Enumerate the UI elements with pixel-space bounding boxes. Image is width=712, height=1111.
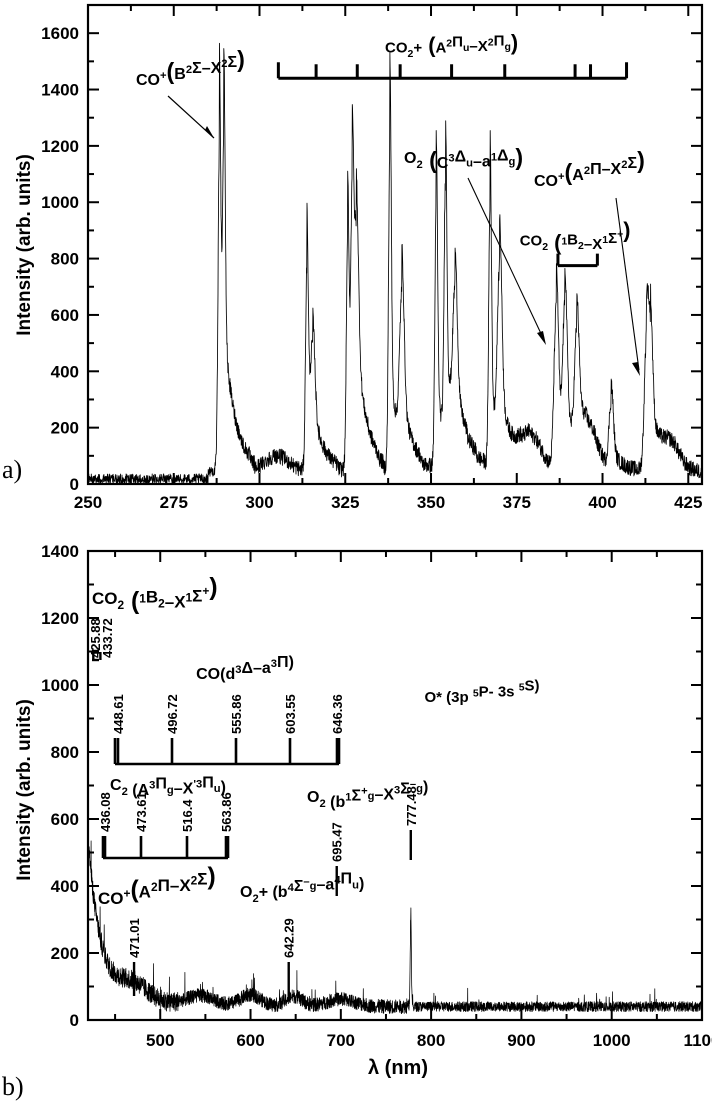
- panel-b-xtick-label: 1100: [684, 1031, 712, 1050]
- panel-a-ytick-label: 0: [70, 475, 79, 494]
- panel-a-xtick-label: 300: [245, 493, 273, 512]
- panel-a-ytick-label: 1400: [41, 81, 79, 100]
- panel-a-annot-coplus-A: CO+(A2Π–X2Σ): [534, 147, 645, 190]
- panel-b-wl-777.48: 777.48: [404, 786, 419, 826]
- panel-a-frame: [86, 3, 704, 486]
- panel-a-annot-o2: O2 (C3Δu–a1Δg): [404, 144, 523, 173]
- panel-a-arrow-line-o2: [467, 177, 545, 341]
- panel-a-annot-coplus-B: CO+(B2Σ–X2Σ): [136, 46, 245, 89]
- panel-a-ylabel: Intensity (arb. units): [14, 154, 35, 336]
- panel-b-wl-425.88: 425.88: [88, 618, 103, 658]
- panel-b-wl-473.61: 473.61: [134, 792, 149, 832]
- panel-b-annot-o2b: O2 (b1Σ+g–X3Σ–g): [307, 778, 428, 811]
- panel-b-wl-433.72: 433.72: [100, 618, 115, 658]
- panel-a-xtick-label: 400: [588, 493, 616, 512]
- panel-b-wl-471.01: 471.01: [127, 918, 142, 958]
- panel-b-wl-496.72: 496.72: [165, 694, 180, 734]
- panel-b-xtick-label: 500: [146, 1031, 174, 1050]
- panel-b-ylabel: Intensity (arb. units): [14, 699, 35, 881]
- panel-a-ytick-label: 800: [51, 250, 79, 269]
- panel-b-ytick-label: 1400: [41, 542, 79, 561]
- panel-a-annot-co2plus: CO2+ (A2Πu–X2Πg): [385, 30, 518, 60]
- panel-b-annot-o2plus: O2+ (b4Σ–g–a4Πu): [240, 871, 364, 905]
- panel-b-xtick-label: 900: [507, 1031, 535, 1050]
- panel-b-xtick-label: 700: [327, 1031, 355, 1050]
- panel-b-xtick-label: 800: [417, 1031, 445, 1050]
- panel-b-ytick-label: 400: [51, 877, 79, 896]
- panel-b-wl-516.4: 516.4: [180, 799, 195, 832]
- panel-b-annot-co2: CO2 (1B2–X1Σ+): [92, 574, 218, 615]
- panel-a-arrow-line-coplusA: [615, 197, 640, 371]
- panel-a-xtick-label: 350: [417, 493, 445, 512]
- panel-b-xtick-label: 600: [236, 1031, 264, 1050]
- panel-b-wl-642.29: 642.29: [282, 918, 297, 958]
- panel-b-ytick-label: 1000: [41, 676, 79, 695]
- panel-a-ytick-label: 400: [51, 362, 79, 381]
- panel-b-ytick-label: 1200: [41, 609, 79, 628]
- panel-a-annot-co2: CO2 (1B2–X1Σ+): [520, 218, 631, 256]
- panel-b-wl-448.61: 448.61: [111, 694, 126, 734]
- panel-b-xtick-label: 1000: [593, 1031, 631, 1050]
- panel-b-annot-o-atomic: O* (3p 5P- 3s 5S): [424, 678, 539, 706]
- panel-b-letter: b): [2, 1072, 24, 1101]
- panel-a-ytick-label: 200: [51, 419, 79, 438]
- panel-a-xtick-label: 425: [674, 493, 702, 512]
- panel-b-spectrum: [87, 827, 703, 1014]
- panel-a-ytick-label: 1600: [41, 24, 79, 43]
- panel-a-ytick-label: 1000: [41, 193, 79, 212]
- panel-a-letter: a): [2, 455, 23, 484]
- panel-b-wl-436.08: 436.08: [98, 792, 113, 832]
- panel-b-wl-695.47: 695.47: [330, 822, 345, 862]
- panel-b-annot-c2: C2 (A3Πg–X'3Πu): [110, 774, 226, 798]
- panel-a-arrowhead-o2: [537, 331, 546, 345]
- panel-b-ytick-label: 0: [70, 1011, 79, 1030]
- panel-b-ytick-label: 800: [51, 743, 79, 762]
- panel-a-ytick-label: 1200: [41, 137, 79, 156]
- panel-a-xtick-label: 250: [74, 493, 102, 512]
- panel-b-wl-603.55: 603.55: [283, 694, 298, 734]
- panel-a-arrowhead-coplusB: [205, 126, 214, 138]
- panel-b-wl-555.86: 555.86: [229, 694, 244, 734]
- panel-b-wl-646.36: 646.36: [330, 694, 345, 734]
- panel-b-ytick-label: 600: [51, 810, 79, 829]
- panel-b-annot-co-d-a: CO(d3Δ–a3Π): [196, 654, 294, 683]
- panel-a-xtick-label: 375: [503, 493, 531, 512]
- panel-b-wl-563.86: 563.86: [219, 792, 234, 832]
- panel-a-spectrum: [87, 42, 703, 485]
- panel-a-xtick-label: 325: [331, 493, 359, 512]
- panel-a-ytick-label: 600: [51, 306, 79, 325]
- panel-b-xlabel: λ (nm): [368, 1057, 428, 1079]
- panel-b-ytick-label: 200: [51, 944, 79, 963]
- panel-a-arrowhead-coplusA: [632, 362, 640, 376]
- panel-b-annot-coplus: CO+(A2Π–X2Σ): [98, 864, 216, 908]
- panel-a-xtick-label: 275: [160, 493, 188, 512]
